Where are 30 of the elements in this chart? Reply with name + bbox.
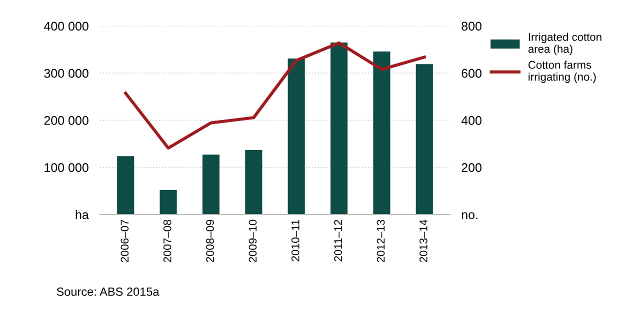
- y2-tick-label: 600: [462, 68, 482, 78]
- y2-tick-label: 400: [461, 116, 482, 125]
- bar: [245, 150, 262, 214]
- bar: [416, 64, 433, 214]
- legend-label: Irrigated cotton area (ha): [528, 32, 602, 56]
- x-tick-label: 2006–07: [120, 220, 129, 262]
- y-tick-label: 200 000: [44, 116, 88, 125]
- x-tick-label: 2013–14: [420, 220, 428, 262]
- y2-tick-label: 800: [462, 22, 482, 31]
- x-tick-label: 2010–11: [291, 220, 300, 262]
- bar: [330, 42, 348, 214]
- bar: [202, 154, 220, 214]
- bar: [373, 51, 390, 214]
- y2-tick-label: no.: [462, 212, 478, 220]
- x-tick-label: 2007–08: [163, 220, 172, 262]
- source-note: Source: ABS 2015a: [56, 288, 160, 296]
- bar: [288, 58, 305, 214]
- bar: [160, 190, 177, 214]
- x-tick-label: 2008–09: [206, 220, 214, 262]
- y-tick-label: ha: [76, 210, 89, 220]
- y2-tick-label: 200: [462, 163, 482, 172]
- y-tick-label: 400 000: [44, 22, 88, 31]
- line-series: [124, 41, 426, 150]
- bar: [117, 156, 134, 214]
- y-tick-label: 100 000: [44, 163, 88, 172]
- x-tick-label: 2009–10: [248, 220, 257, 262]
- x-tick-label: 2011–12: [334, 220, 342, 262]
- y-tick-label: 300 000: [44, 68, 88, 78]
- x-tick-label: 2012–13: [376, 220, 385, 262]
- legend-label: Cotton farms irrigating (no.): [528, 60, 596, 83]
